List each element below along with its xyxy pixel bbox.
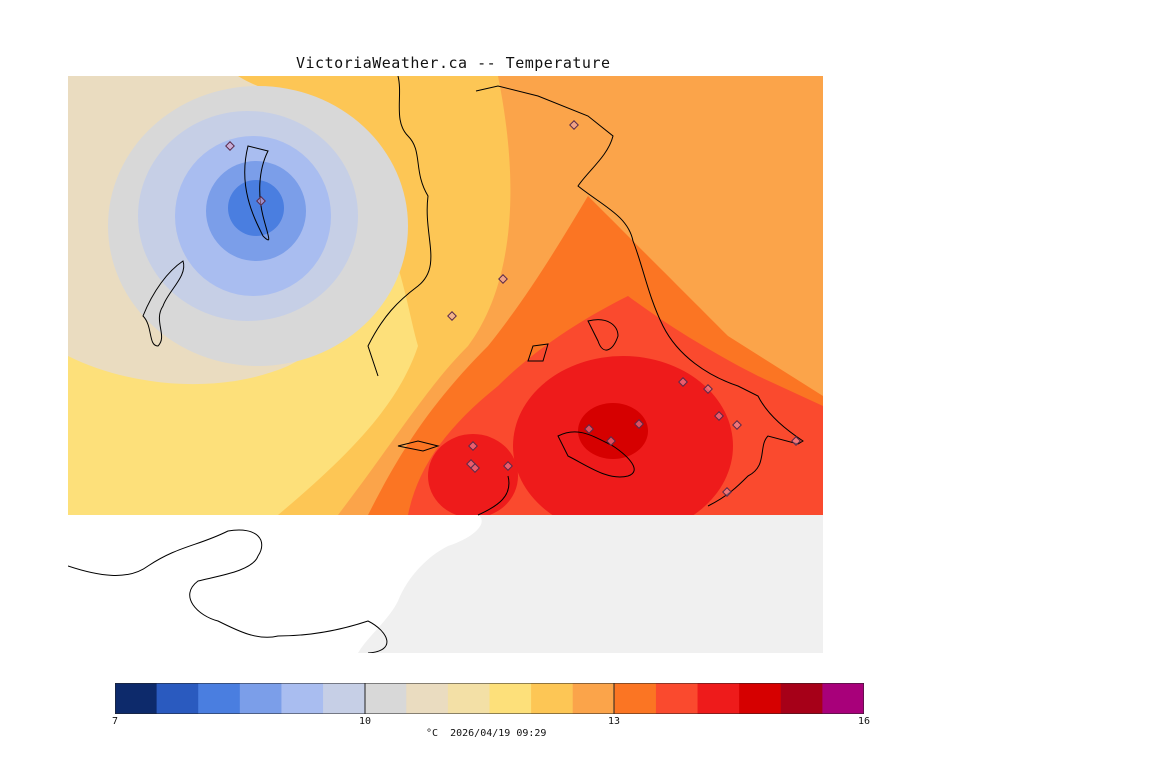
station-marker (569, 120, 579, 130)
color-swatch (281, 683, 324, 714)
station-marker (256, 196, 266, 206)
station-markers (225, 120, 801, 497)
units-and-timestamp: °C 2026/04/19 09:29 (426, 728, 546, 739)
station-marker (634, 419, 644, 429)
station-marker (714, 411, 724, 421)
station-marker (678, 377, 688, 387)
station-marker (498, 274, 508, 284)
south-landmass (68, 515, 482, 653)
station-marker (606, 436, 616, 446)
color-swatches (115, 683, 864, 714)
timestamp: 2026/04/19 09:29 (450, 728, 547, 739)
units-label: °C (426, 728, 439, 739)
color-swatch (364, 683, 407, 714)
color-swatch (697, 683, 740, 714)
color-swatch (489, 683, 532, 714)
station-marker (791, 436, 801, 446)
color-swatch (739, 683, 782, 714)
color-swatch (198, 683, 241, 714)
color-swatch (614, 683, 657, 714)
temperature-field (68, 76, 823, 515)
color-swatch (406, 683, 449, 714)
station-marker (503, 461, 513, 471)
color-swatch (822, 683, 864, 714)
color-bar-legend (115, 683, 864, 714)
station-marker (584, 424, 594, 434)
temperature-map (68, 76, 823, 653)
station-marker (732, 420, 742, 430)
station-marker (470, 463, 480, 473)
station-marker (722, 487, 732, 497)
station-marker (447, 311, 457, 321)
color-swatch (655, 683, 699, 714)
color-swatch (323, 683, 366, 714)
color-swatch (447, 683, 490, 714)
coastlines (68, 76, 804, 653)
color-swatch (572, 683, 615, 714)
tick-label-max: 16 (857, 716, 871, 727)
color-swatch (156, 683, 199, 714)
tick-label-13: 13 (607, 716, 621, 727)
station-marker (468, 441, 478, 451)
station-marker (225, 141, 235, 151)
color-swatch (239, 683, 282, 714)
color-swatch (531, 683, 574, 714)
color-swatch (780, 683, 823, 714)
color-swatch (115, 683, 158, 714)
tick-label-10: 10 (358, 716, 372, 727)
tick-label-min: 7 (111, 716, 119, 727)
station-marker (703, 384, 713, 394)
chart-title: VictoriaWeather.ca -- Temperature (296, 54, 611, 72)
